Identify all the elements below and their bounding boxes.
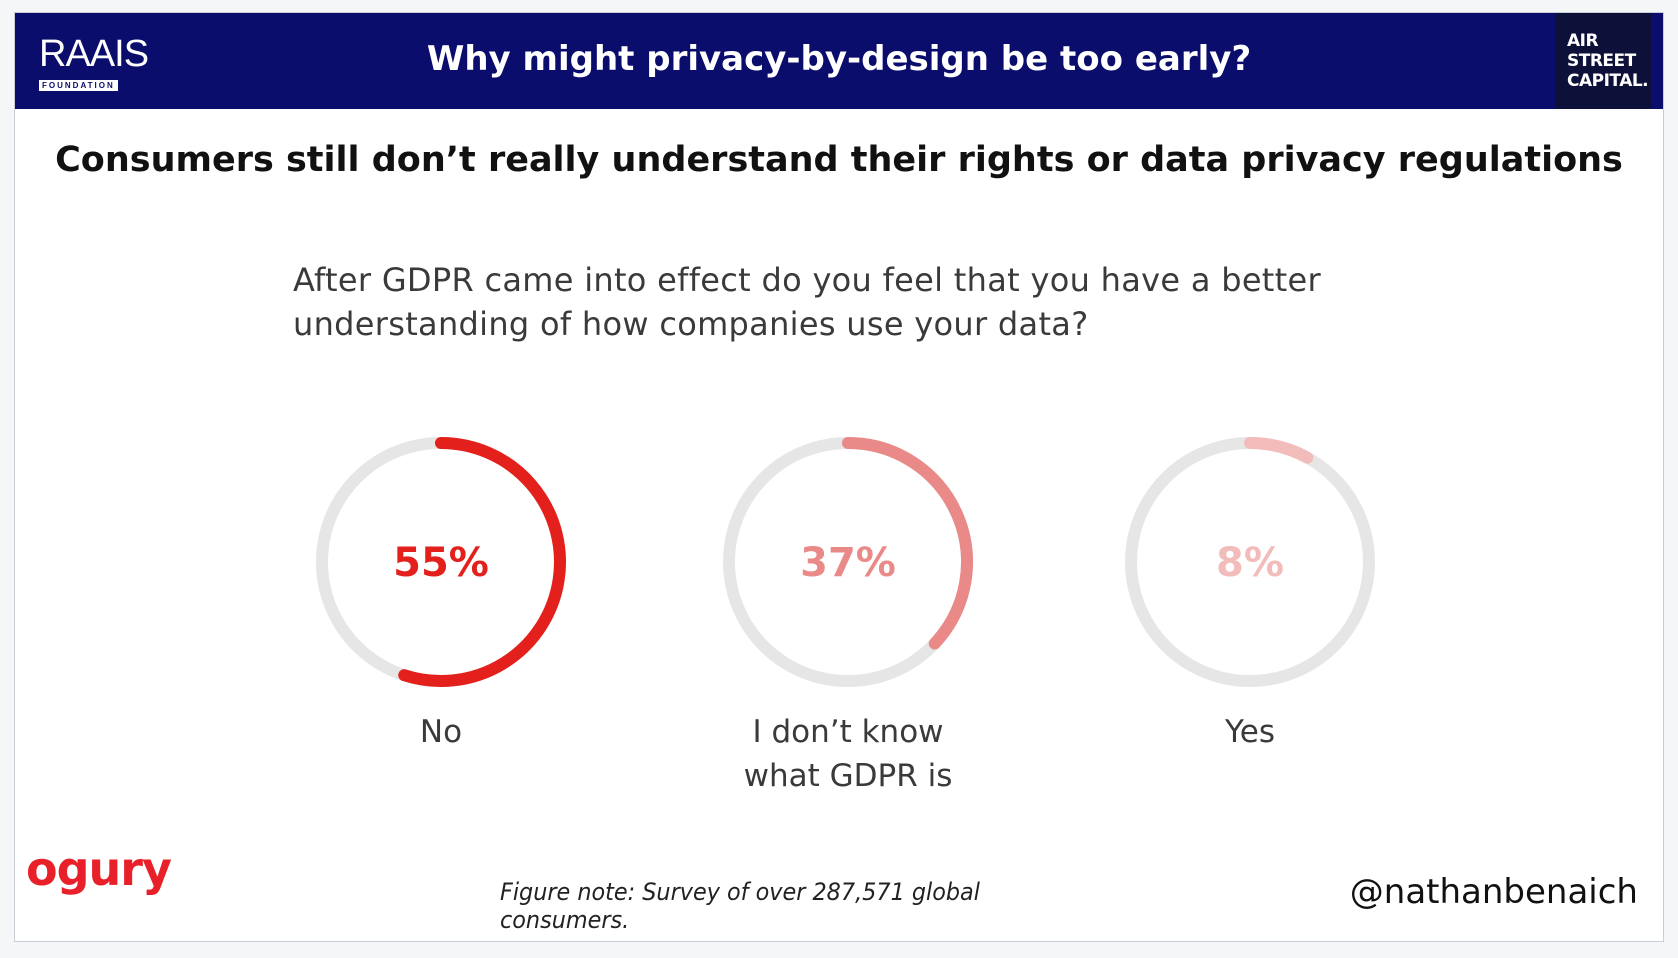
- category-label-line: Yes: [1224, 714, 1276, 750]
- asc-logo-line: CAPITAL.: [1567, 71, 1649, 91]
- chart-question-line: understanding of how companies use your …: [293, 305, 1089, 343]
- donut-value-label: 37%: [800, 540, 896, 586]
- raais-logo-subtext: FOUNDATION: [39, 80, 118, 91]
- category-label: Yes: [1070, 710, 1430, 754]
- figure-note: Figure note: Survey of over 287,571 glob…: [500, 878, 980, 934]
- donut-arc-3: [1244, 437, 1314, 464]
- category-label-line: I don’t know: [752, 714, 944, 750]
- category-label: No: [261, 710, 621, 754]
- slide: RAAIS FOUNDATION Why might privacy-by-de…: [14, 12, 1664, 942]
- ogury-logo: ogury: [26, 842, 172, 896]
- asc-logo-line: AIR: [1567, 31, 1599, 51]
- author-handle: @nathanbenaich: [1349, 872, 1638, 912]
- donut-arc-1: [398, 437, 566, 687]
- asc-logo-line: STREET: [1567, 51, 1636, 71]
- raais-logo: RAAIS FOUNDATION: [39, 33, 149, 93]
- chart-question-line: After GDPR came into effect do you feel …: [293, 261, 1321, 299]
- air-street-capital-logo: AIR STREET CAPITAL.: [1555, 13, 1651, 109]
- donut-arc-2: [842, 437, 973, 650]
- raais-logo-text: RAAIS: [39, 33, 149, 75]
- donut-value-label: 8%: [1216, 540, 1284, 586]
- page-title: Why might privacy-by-design be too early…: [426, 39, 1252, 79]
- header-bar: RAAIS FOUNDATION Why might privacy-by-de…: [15, 13, 1663, 109]
- slide-subtitle: Consumers still don’t really understand …: [55, 140, 1623, 180]
- category-label-line: what GDPR is: [743, 758, 953, 794]
- donut-value-label: 55%: [393, 540, 489, 586]
- chart-question: After GDPR came into effect do you feel …: [293, 258, 1443, 346]
- category-label-line: No: [419, 714, 463, 750]
- category-label: I don’t know what GDPR is: [668, 710, 1028, 798]
